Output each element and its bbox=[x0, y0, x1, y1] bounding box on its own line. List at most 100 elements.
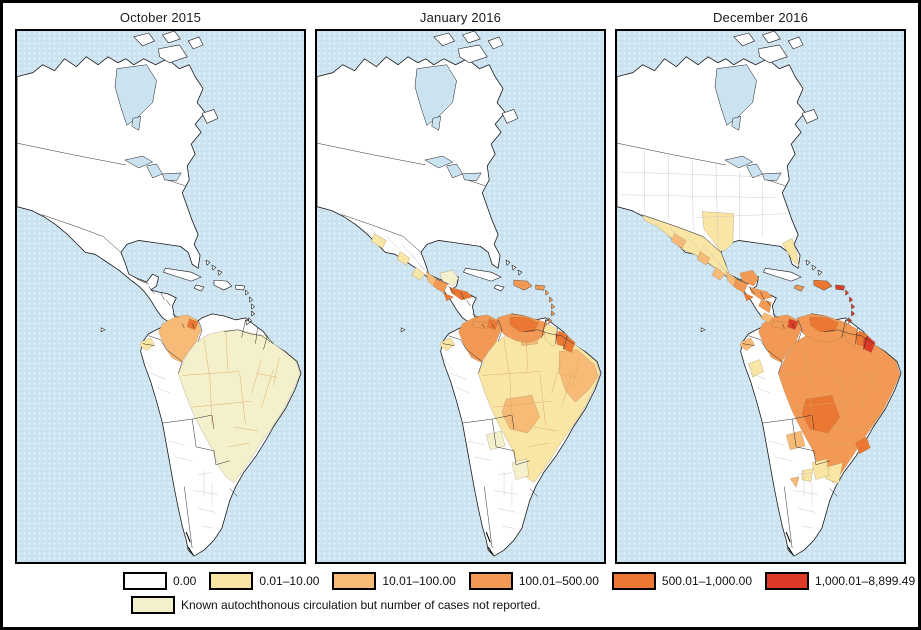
andes-tip-texture bbox=[485, 532, 494, 556]
regions-group bbox=[642, 211, 901, 488]
region-venezuela-coast bbox=[509, 316, 539, 332]
lesser-antilles-islands bbox=[245, 289, 255, 324]
admin-lines-south-america bbox=[742, 357, 818, 529]
region-bolivia bbox=[486, 430, 506, 450]
region-panama bbox=[772, 320, 790, 329]
cuba-island bbox=[463, 267, 502, 282]
region-yucatan bbox=[739, 270, 759, 287]
galapagos-island bbox=[400, 327, 406, 333]
newfoundland-island bbox=[201, 109, 219, 124]
legend-label: 100.01–500.00 bbox=[518, 574, 599, 588]
map-canvas bbox=[17, 31, 302, 557]
admin-lines-united-states bbox=[618, 150, 788, 248]
americas-landmass bbox=[317, 56, 602, 557]
legend-swatch-1 bbox=[209, 572, 254, 590]
legend-item: 100.01–500.00 bbox=[468, 572, 599, 590]
region-paraguay bbox=[511, 458, 529, 480]
region-brazil bbox=[178, 329, 301, 483]
james-bay bbox=[431, 116, 442, 131]
region-hispaniola bbox=[813, 279, 832, 291]
arctic-islands bbox=[433, 31, 504, 64]
region-lesser-antilles bbox=[845, 289, 855, 323]
trinidad-island bbox=[845, 319, 851, 326]
map-panel-december-2016: December 2016 bbox=[615, 7, 906, 564]
region-yucatan bbox=[439, 270, 459, 287]
region-jamaica bbox=[794, 284, 805, 292]
arctic-islands bbox=[733, 31, 804, 64]
admin-lines-brazil bbox=[182, 331, 280, 448]
map-panel-january-2016: January 2016 bbox=[315, 7, 606, 564]
great-lakes bbox=[424, 155, 482, 182]
legend-swatch-autochthonous bbox=[131, 596, 175, 614]
region-mato-grosso bbox=[501, 395, 540, 434]
admin-lines-south-america bbox=[142, 357, 218, 529]
cuba-island bbox=[763, 267, 802, 282]
americas-landmass bbox=[17, 56, 302, 557]
admin-lines-south-america bbox=[442, 357, 518, 529]
trinidad-island bbox=[245, 319, 251, 326]
legend-label: 500.01–1,000.00 bbox=[661, 574, 753, 588]
country-borders bbox=[317, 142, 574, 549]
admin-lines-mexico bbox=[654, 222, 730, 277]
newfoundland-island bbox=[501, 109, 519, 124]
regions-group bbox=[139, 314, 301, 483]
admin-lines-mexico bbox=[354, 222, 430, 277]
newfoundland-island bbox=[801, 109, 819, 124]
bahamas-islands bbox=[505, 259, 523, 276]
legend-row-1: 0.00 0.01–10.00 10.01–100.00 100.01–500.… bbox=[123, 569, 915, 593]
map-panel-october-2015: October 2015 bbox=[15, 7, 306, 564]
country-borders bbox=[17, 142, 274, 549]
region-puerto-rico bbox=[835, 284, 845, 291]
americas-landmass bbox=[617, 56, 902, 557]
region-venezuela-coast bbox=[809, 316, 839, 332]
map-canvas bbox=[617, 31, 902, 557]
map-panels-row: October 2015 bbox=[15, 7, 906, 564]
map-box-1 bbox=[15, 29, 306, 564]
arctic-islands bbox=[133, 31, 204, 64]
region-lesser-antilles bbox=[545, 289, 555, 323]
map-box-3 bbox=[615, 29, 906, 564]
legend-item: 0.01–10.00 bbox=[209, 572, 319, 590]
hudson-bay bbox=[414, 64, 457, 126]
land-group bbox=[17, 31, 302, 557]
water-overlays bbox=[714, 64, 782, 182]
region-peru-north bbox=[748, 359, 764, 378]
legend-row-2: Known autochthonous circulation but numb… bbox=[131, 593, 906, 617]
legend-label: Known autochthonous circulation but numb… bbox=[181, 598, 541, 612]
great-lakes bbox=[724, 155, 782, 182]
region-hispaniola bbox=[513, 279, 532, 291]
region-mexico-states bbox=[671, 233, 725, 281]
region-texas bbox=[701, 211, 734, 252]
region-florida bbox=[782, 238, 800, 267]
jamaica-island bbox=[193, 284, 205, 292]
legend-item: 500.01–1,000.00 bbox=[611, 572, 753, 590]
region-nicaragua bbox=[758, 299, 772, 314]
legend-swatch-2 bbox=[332, 572, 377, 590]
country-borders bbox=[617, 142, 874, 549]
legend-label: 0.00 bbox=[173, 574, 197, 588]
legend-label: 0.01–10.00 bbox=[259, 574, 320, 588]
galapagos-island bbox=[700, 327, 706, 333]
puerto-rico-island bbox=[235, 284, 245, 291]
james-bay bbox=[131, 116, 142, 131]
admin-lines-brazil bbox=[782, 331, 880, 448]
region-el-salvador bbox=[743, 292, 754, 302]
region-argentina-northwest bbox=[790, 476, 800, 488]
cuba-island bbox=[163, 267, 202, 282]
andes-tip-texture bbox=[785, 532, 794, 556]
andes-tip-texture bbox=[185, 532, 194, 556]
region-puerto-rico bbox=[535, 284, 545, 291]
james-bay bbox=[731, 116, 742, 131]
region-mexico-states bbox=[371, 233, 425, 281]
bahamas-islands bbox=[205, 259, 223, 276]
legend-label: 10.01–100.00 bbox=[382, 574, 456, 588]
hispaniola-island bbox=[213, 279, 233, 291]
region-argentina-north bbox=[801, 468, 814, 482]
legend-swatch-4 bbox=[611, 572, 656, 590]
legend-item: 1,000.01–8,899.49 bbox=[765, 572, 915, 590]
legend-item: 0.00 bbox=[123, 572, 196, 590]
bahamas-islands bbox=[805, 259, 823, 276]
admin-lines-brazil bbox=[482, 331, 580, 448]
region-costa-rica bbox=[760, 312, 774, 323]
legend-swatch-0 bbox=[123, 572, 167, 590]
